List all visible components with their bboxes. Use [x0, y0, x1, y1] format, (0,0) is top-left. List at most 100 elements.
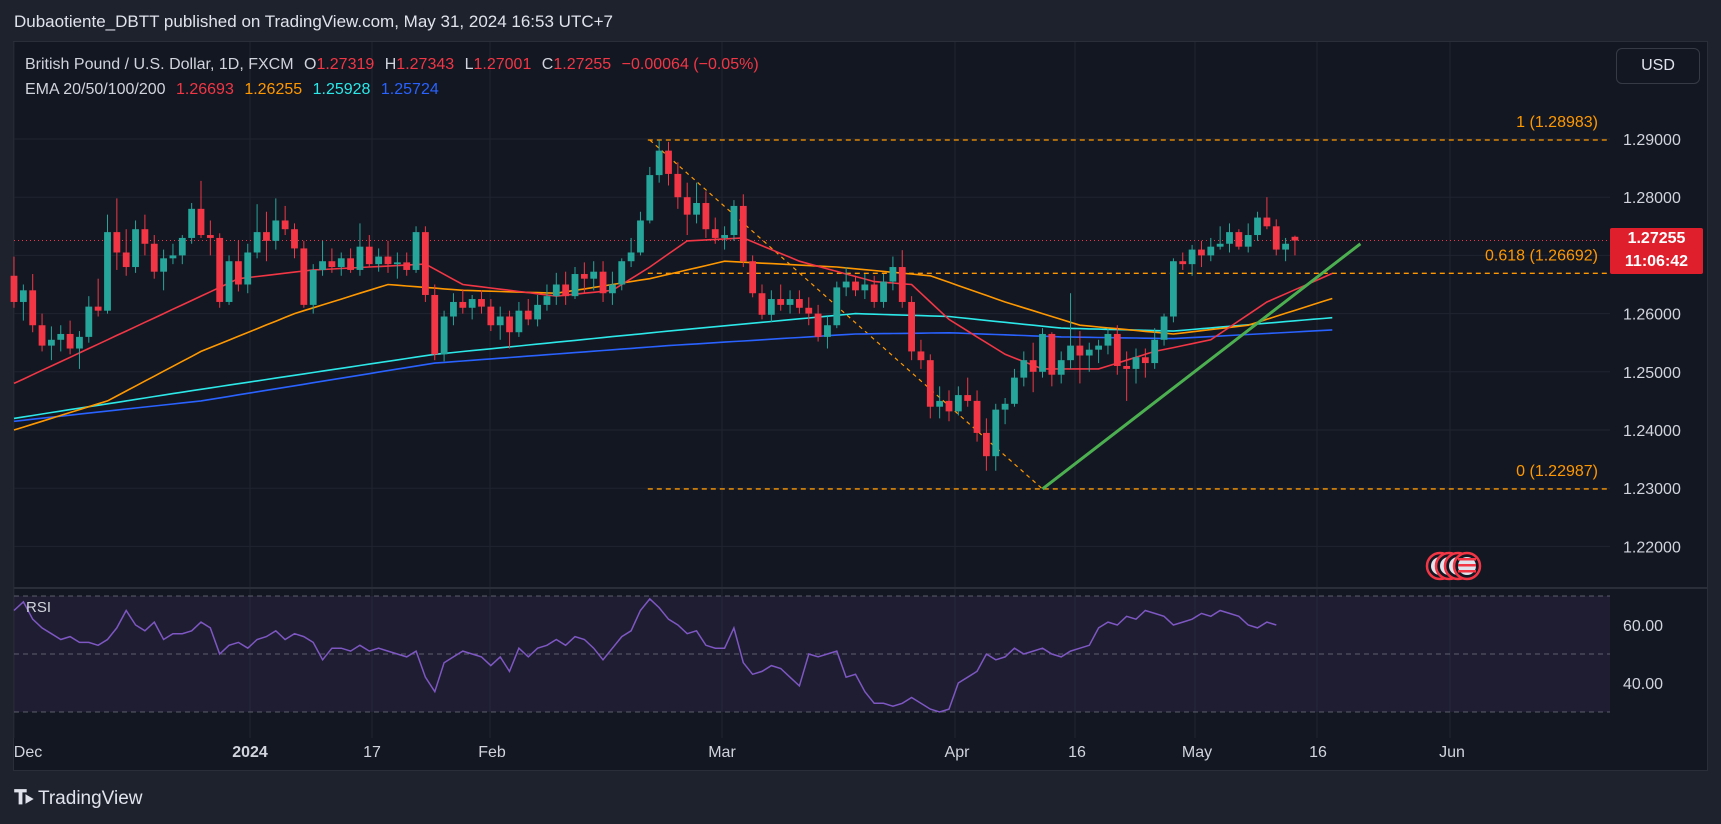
candle-body [468, 299, 476, 308]
candle-body [964, 395, 972, 401]
rsi-panel [13, 595, 1610, 713]
low-value: 1.27001 [473, 56, 532, 73]
candle-body [319, 261, 326, 270]
candle-body [431, 294, 439, 355]
open-label: O [303, 56, 317, 73]
candle-body [1076, 345, 1084, 356]
candle-body [347, 258, 354, 270]
candle-body [580, 274, 588, 279]
price-tick: 1.22000 [1623, 539, 1681, 556]
candle-body [599, 271, 607, 294]
candle-body [1282, 243, 1289, 250]
chart-frame[interactable] [13, 41, 1708, 771]
high-value: 1.27343 [396, 56, 455, 73]
candle-body [1291, 236, 1299, 241]
candle-body [627, 252, 635, 262]
candle-body [104, 232, 111, 311]
candle-body [1048, 333, 1056, 375]
time-tick: Jun [1439, 744, 1465, 761]
candle-body [796, 299, 803, 308]
candle-body [188, 208, 196, 238]
candle-body [235, 261, 242, 285]
candle-body [66, 333, 74, 349]
candle-body [160, 258, 167, 272]
time-tick: Mar [708, 744, 736, 761]
candle-body [422, 232, 429, 295]
candle-body [225, 261, 233, 302]
change-value: −0.00064 (−0.05%) [621, 56, 759, 73]
candle-body [590, 271, 598, 279]
currency-button[interactable]: USD [1616, 48, 1700, 84]
tradingview-logo[interactable]: 𝐓▸ TradingView [14, 787, 143, 810]
candle-body [767, 299, 775, 315]
candle-body [76, 336, 83, 349]
candle-body [1216, 243, 1224, 247]
candle-body [496, 316, 504, 326]
economic-events-icons [1425, 551, 1482, 581]
candle-body [683, 197, 691, 215]
candle-body [1263, 217, 1271, 227]
candle-body [515, 310, 523, 333]
candle-body [758, 293, 766, 315]
candle-body [57, 333, 65, 340]
candle-body [1188, 249, 1196, 265]
candle-body [356, 246, 364, 270]
rsi-label: RSI [26, 599, 52, 616]
candle-body [1151, 339, 1159, 364]
flag-stripe [1458, 570, 1476, 573]
candle-body [936, 400, 944, 407]
candle-body [85, 306, 93, 337]
candle-body [10, 275, 18, 302]
candle-body [1085, 349, 1093, 356]
candle-body [272, 220, 280, 241]
candle-body [141, 229, 149, 244]
ema-lines [13, 237, 1333, 431]
candle-body [113, 232, 121, 253]
rsi-tick: 40.00 [1623, 676, 1663, 693]
ema50-value: 1.26255 [244, 81, 303, 98]
rsi-line [13, 597, 1277, 713]
bar-countdown: 11:06:42 [1624, 253, 1689, 270]
candle-body [1179, 261, 1187, 265]
open-value: 1.27319 [316, 56, 375, 73]
candle-body [730, 205, 738, 236]
candle-body [1254, 217, 1261, 236]
ema100-value: 1.25928 [312, 81, 371, 98]
ema-label[interactable]: EMA 20/50/100/200 [25, 81, 166, 98]
last-price-tag: 1.27255 11:06:42 [1610, 228, 1703, 274]
candle-body [898, 267, 906, 302]
fib-label-1: 1 (1.28983) [1516, 114, 1598, 131]
candle-body [1039, 333, 1046, 372]
candle-body [674, 173, 682, 198]
candle-body [1141, 357, 1149, 364]
candle-body [693, 203, 700, 215]
candle-body [562, 284, 570, 297]
price-tick: 1.29000 [1623, 132, 1681, 149]
candle-body [478, 299, 485, 307]
time-tick: 16 [1309, 744, 1327, 761]
candle-body [543, 296, 551, 305]
support-trendline [1041, 242, 1362, 491]
candle-body [702, 203, 710, 230]
candle-body [983, 432, 990, 457]
publication-caption: Dubaotiente_DBTT published on TradingVie… [14, 12, 613, 31]
flag-stripe [1458, 564, 1476, 567]
symbol-legend: British Pound / U.S. Dollar, 1D, FXCM O1… [25, 54, 759, 104]
candle-body [1113, 333, 1121, 366]
candle-body [309, 269, 317, 305]
candle-body [992, 409, 1000, 457]
price-tick: 1.25000 [1623, 365, 1681, 382]
candle-body [244, 252, 252, 285]
close-label: C [541, 56, 554, 73]
symbol-name[interactable]: British Pound / U.S. Dollar, 1D, FXCM [25, 56, 294, 73]
price-tick: 1.26000 [1623, 307, 1681, 324]
candle-body [375, 256, 383, 265]
candle-body [842, 281, 850, 288]
candle-body [1244, 235, 1252, 247]
candle-body [1226, 232, 1233, 244]
candle-body [337, 258, 345, 268]
high-label: H [384, 56, 397, 73]
candle-body [870, 284, 878, 302]
candle-body [206, 235, 214, 238]
